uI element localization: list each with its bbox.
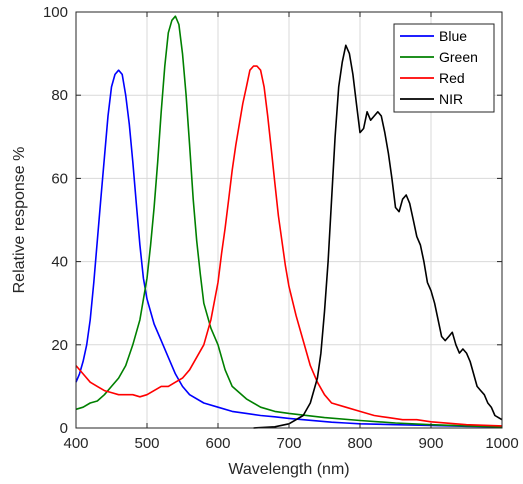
x-tick-label: 1000 [485,435,518,452]
x-tick-label: 800 [347,435,372,452]
legend: Blue Green Red NIR [393,23,495,113]
legend-label-red: Red [439,70,465,86]
series-line-red [75,65,503,427]
axis-ticks: 0 20 40 60 80 100 400 500 600 700 800 900 1000 [43,4,519,452]
y-tick-label: 60 [51,170,68,187]
x-tick-label: 400 [63,435,88,452]
series-lines [75,15,503,429]
y-tick-label: 80 [51,87,68,104]
legend-label-green: Green [439,49,478,65]
y-tick-label: 100 [43,4,68,21]
x-axis-label: Wavelength (nm) [228,461,349,478]
series-line-nir [253,44,503,429]
x-tick-label: 600 [205,435,230,452]
legend-label-blue: Blue [439,28,467,44]
x-tick-label: 900 [418,435,443,452]
series-line-green [75,15,503,428]
y-axis-label: Relative response % [11,147,28,294]
y-tick-label: 20 [51,337,68,354]
series-line-blue [75,69,503,428]
x-tick-label: 700 [276,435,301,452]
x-tick-label: 500 [134,435,159,452]
y-tick-label: 40 [51,254,68,271]
legend-box [393,23,495,113]
legend-label-nir: NIR [439,91,463,107]
y-tick-label: 0 [60,420,68,437]
